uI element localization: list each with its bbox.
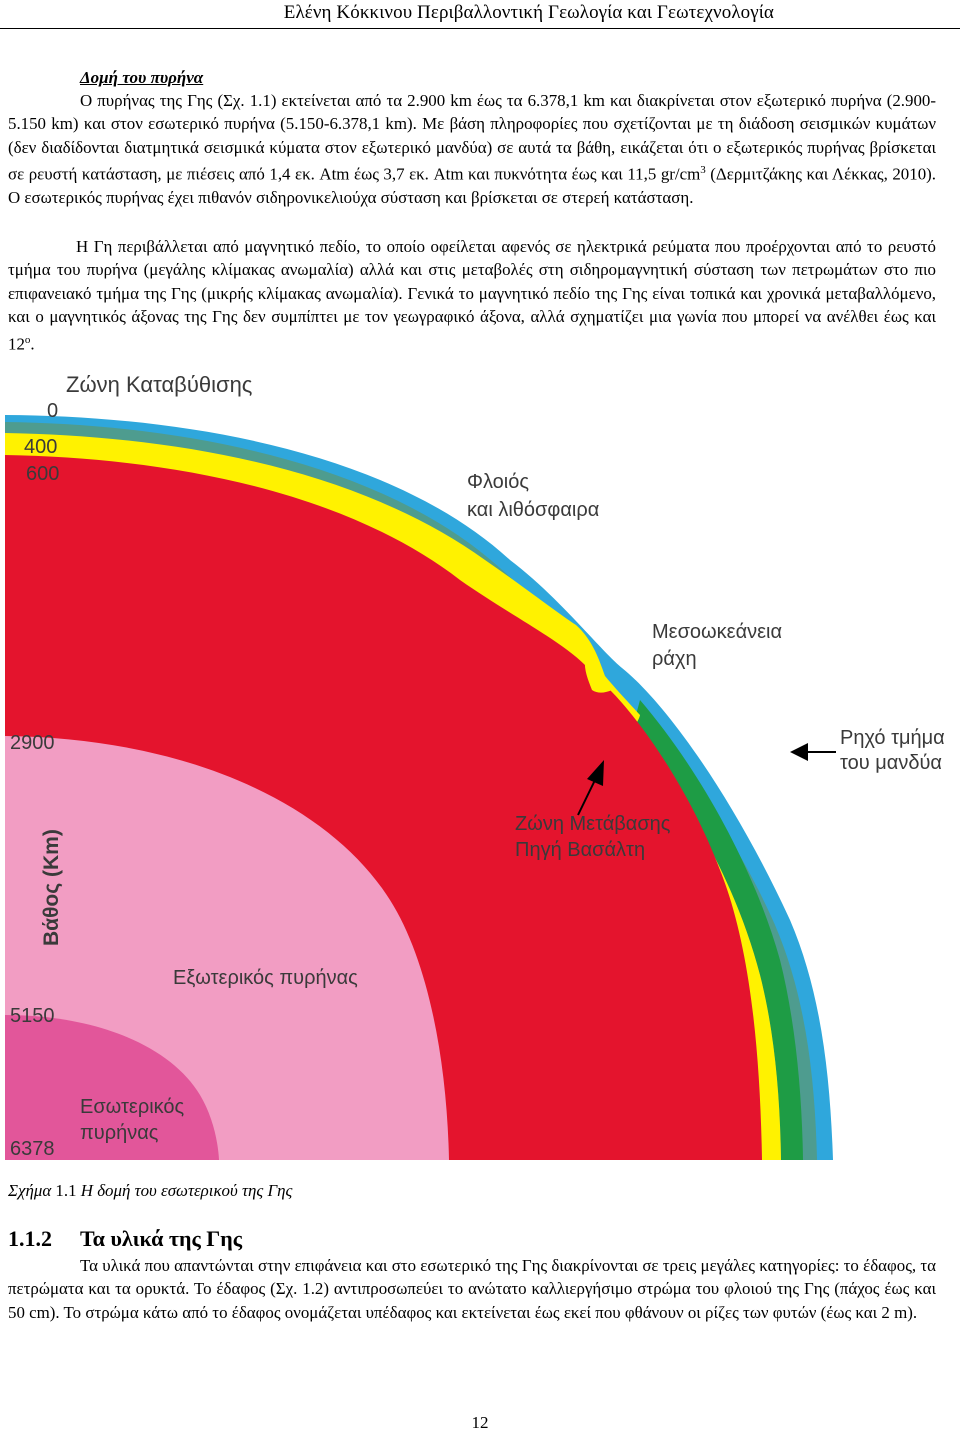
figure-caption: Σχήμα 1.1 Η δομή του εσωτερικού της Γης bbox=[8, 1181, 292, 1201]
caption-prefix: Σχήμα bbox=[8, 1181, 56, 1200]
label-ridge-line1: Μεσοωκεάνεια bbox=[652, 621, 782, 643]
superscript: 3 bbox=[700, 164, 706, 177]
caption-text: Η δομή του εσωτερικού της Γης bbox=[76, 1181, 293, 1200]
paragraph-text: Τα υλικά που απαντώνται στην επιφάνεια κ… bbox=[8, 1256, 936, 1322]
paragraph-earth-materials: Τα υλικά που απαντώνται στην επιφάνεια κ… bbox=[8, 1254, 936, 1324]
depth-tick-2900: 2900 bbox=[10, 732, 55, 754]
label-transition-line2: Πηγή Βασάλτη bbox=[515, 839, 645, 861]
subsection-number: 1.1.2 bbox=[8, 1226, 52, 1251]
paragraph-magnetic-field: Η Γη περιβάλλεται από μαγνητικό πεδίο, τ… bbox=[8, 235, 936, 356]
depth-tick-400: 400 bbox=[24, 436, 57, 458]
subsection-title: Τα υλικά της Γης bbox=[80, 1226, 243, 1251]
label-subduction-zone: Ζώνη Καταβύθισης bbox=[66, 372, 252, 397]
paragraph-core-structure: Ο πυρήνας της Γης (Σχ. 1.1) εκτείνεται α… bbox=[8, 89, 936, 210]
label-inner-core-line2: πυρήνας bbox=[80, 1122, 159, 1144]
caption-number: 1.1 bbox=[55, 1181, 77, 1200]
label-crust-line1: Φλοιός bbox=[467, 471, 529, 493]
label-crust-line2: και λιθόσφαιρα bbox=[467, 499, 599, 521]
superscript: ο bbox=[24, 333, 31, 346]
depth-tick-600: 600 bbox=[26, 463, 59, 485]
label-outer-core: Εξωτερικός πυρήνας bbox=[173, 967, 358, 989]
paragraph-text: Ο πυρήνας της Γης (Σχ. 1.1) εκτείνεται α… bbox=[8, 91, 936, 184]
depth-tick-6378: 6378 bbox=[10, 1138, 55, 1160]
inner-core bbox=[5, 1015, 219, 1160]
label-transition-line1: Ζώνη Μετάβασης bbox=[515, 813, 671, 835]
section-title: Δομή του πυρήνα bbox=[80, 68, 204, 87]
header-rule bbox=[0, 28, 960, 29]
page-header: Ελένη Κόκκινου Περιβαλλοντική Γεωλογία κ… bbox=[0, 0, 960, 30]
depth-axis-label: Βάθος (Km) bbox=[40, 829, 63, 946]
subsection-heading: 1.1.2 Τα υλικά της Γης bbox=[8, 1226, 242, 1252]
paragraph-text: . bbox=[30, 334, 35, 354]
earth-structure-diagram: Ζώνη Καταβύθισης Φλοιός και λιθόσφαιρα Μ… bbox=[5, 372, 945, 1160]
label-inner-core-line1: Εσωτερικός bbox=[80, 1096, 185, 1118]
earth-structure-figure: Ζώνη Καταβύθισης Φλοιός και λιθόσφαιρα Μ… bbox=[0, 368, 960, 1168]
depth-tick-5150: 5150 bbox=[10, 1005, 55, 1027]
label-ridge-line2: ράχη bbox=[652, 648, 697, 670]
paragraph-text: Η Γη περιβάλλεται από μαγνητικό πεδίο, τ… bbox=[8, 237, 936, 354]
arrow-shallow-mantle bbox=[790, 743, 836, 761]
depth-tick-0: 0 bbox=[47, 400, 58, 422]
label-shallow-mantle-line2: του μανδύα bbox=[840, 752, 942, 774]
paragraph-text: (Δερμιτζάκης και Λέκκας, 2010). Ο εσωτερ… bbox=[8, 164, 936, 208]
arrow-transition-zone bbox=[577, 760, 604, 816]
label-shallow-mantle-line1: Ρηχό τμήμα bbox=[840, 727, 945, 749]
ridge-notch bbox=[584, 660, 612, 693]
page-number: 12 bbox=[471, 1413, 489, 1432]
header-title: Ελένη Κόκκινου Περιβαλλοντική Γεωλογία κ… bbox=[283, 2, 774, 23]
